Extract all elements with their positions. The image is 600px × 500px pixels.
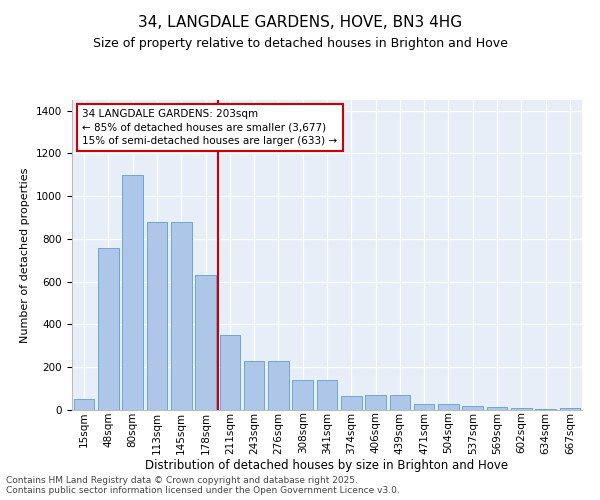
Text: 34, LANGDALE GARDENS, HOVE, BN3 4HG: 34, LANGDALE GARDENS, HOVE, BN3 4HG: [138, 15, 462, 30]
Text: 34 LANGDALE GARDENS: 203sqm
← 85% of detached houses are smaller (3,677)
15% of : 34 LANGDALE GARDENS: 203sqm ← 85% of det…: [82, 110, 337, 146]
Bar: [414, 404, 434, 410]
Bar: [511, 408, 532, 410]
Bar: [268, 361, 289, 410]
Text: Contains HM Land Registry data © Crown copyright and database right 2025.
Contai: Contains HM Land Registry data © Crown c…: [6, 476, 400, 495]
Bar: [244, 361, 265, 410]
Bar: [487, 407, 508, 410]
Bar: [560, 408, 580, 410]
Bar: [220, 335, 240, 410]
X-axis label: Distribution of detached houses by size in Brighton and Hove: Distribution of detached houses by size …: [145, 459, 509, 472]
Bar: [463, 406, 483, 410]
Bar: [146, 222, 167, 410]
Bar: [292, 380, 313, 410]
Bar: [122, 175, 143, 410]
Bar: [535, 409, 556, 410]
Bar: [365, 395, 386, 410]
Bar: [317, 380, 337, 410]
Bar: [74, 400, 94, 410]
Text: Size of property relative to detached houses in Brighton and Hove: Size of property relative to detached ho…: [92, 38, 508, 51]
Bar: [341, 396, 362, 410]
Bar: [98, 248, 119, 410]
Bar: [389, 395, 410, 410]
Bar: [171, 222, 191, 410]
Bar: [438, 404, 459, 410]
Bar: [195, 276, 216, 410]
Y-axis label: Number of detached properties: Number of detached properties: [20, 168, 31, 342]
